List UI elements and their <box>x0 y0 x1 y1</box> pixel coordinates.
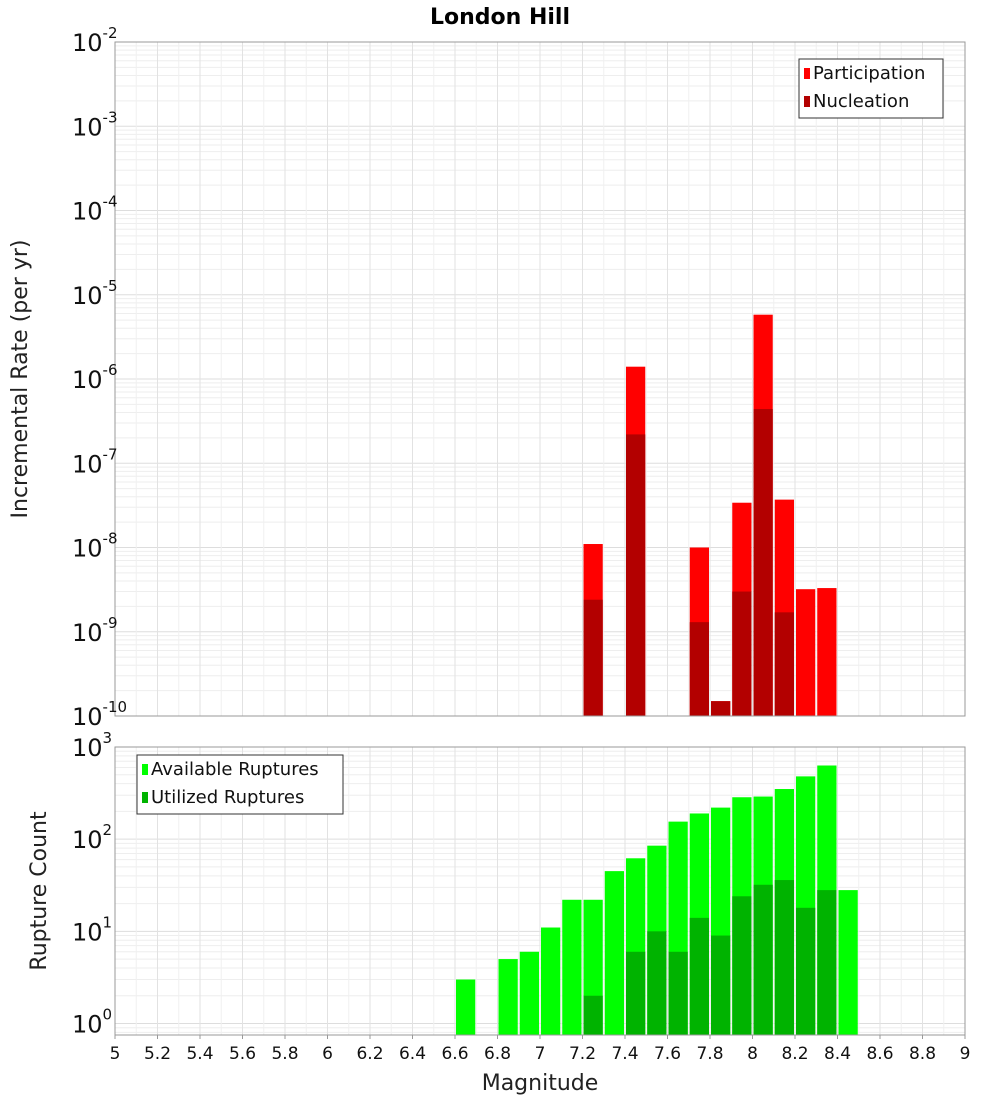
rate-y-ticks: 10-10 10-9 10-8 10-7 10-6 10-5 10-4 10-3 10-2 <box>72 24 127 731</box>
y-tick-label: 10-3 <box>72 108 118 141</box>
bar-nucleation <box>753 409 773 716</box>
bar-nucleation <box>711 701 731 716</box>
legend-box <box>798 58 944 119</box>
bar-nucleation <box>774 612 794 716</box>
bar-utilized-ruptures <box>817 890 837 1035</box>
x-tick-label: 8.2 <box>781 1044 808 1064</box>
magnitude-x-ticks: 5 5.2 5.4 5.6 5.8 6 6.2 6.4 6.6 6.8 7 7.2 7.4 7.6 7.8 8… <box>110 1035 971 1064</box>
y-tick-label: 10-7 <box>72 445 118 478</box>
bar-utilized-ruptures <box>753 884 773 1035</box>
x-tick-label: 8.4 <box>824 1044 851 1064</box>
bar-utilized-ruptures <box>626 951 646 1035</box>
legend-swatch <box>142 792 148 803</box>
bar-nucleation <box>626 434 646 716</box>
x-tick-label: 7.2 <box>569 1044 596 1064</box>
x-tick-label: 5 <box>110 1044 121 1064</box>
bar-available-ruptures <box>498 959 518 1035</box>
count-bars <box>456 765 858 1035</box>
bar-utilized-ruptures <box>732 896 752 1035</box>
count-y-ticks: 100 101 102 103 <box>72 729 112 1038</box>
rate-legend: Participation Nucleation <box>798 58 944 119</box>
legend-label: Available Ruptures <box>151 759 319 780</box>
count-plot: 100 101 102 103 5 5.2 5.4 5.6 5.8 6 6.2 6.4 6.6 6.8 7… <box>27 729 970 1096</box>
x-tick-label: 8.6 <box>866 1044 893 1064</box>
y-tick-label: 10-8 <box>72 530 118 563</box>
bar-available-ruptures <box>838 890 858 1035</box>
x-tick-label: 6.8 <box>484 1044 511 1064</box>
rate-plot: 10-10 10-9 10-8 10-7 10-6 10-5 10-4 10-3 10-2 In… <box>8 24 966 731</box>
count-legend: Available Ruptures Utilized Ruptures <box>136 754 344 815</box>
legend-label: Participation <box>813 63 925 84</box>
bar-available-ruptures <box>519 951 539 1035</box>
legend-swatch <box>142 764 148 775</box>
rate-gridlines <box>114 41 966 717</box>
bar-utilized-ruptures <box>647 931 667 1035</box>
legend-swatch <box>804 68 810 79</box>
x-tick-label: 5.6 <box>229 1044 256 1064</box>
bar-nucleation <box>583 599 603 716</box>
x-tick-label: 6.6 <box>441 1044 468 1064</box>
y-tick-label: 10-9 <box>72 614 118 647</box>
bar-utilized-ruptures <box>689 917 709 1035</box>
legend-box <box>136 754 344 815</box>
y-tick-label: 101 <box>72 913 112 946</box>
bar-available-ruptures <box>604 871 624 1035</box>
bar-utilized-ruptures <box>583 995 603 1035</box>
x-tick-label: 7.6 <box>654 1044 681 1064</box>
legend-label: Nucleation <box>813 91 909 112</box>
x-tick-label: 9 <box>960 1044 971 1064</box>
bar-available-ruptures <box>456 979 476 1035</box>
rate-plot-frame <box>114 41 966 717</box>
y-tick-label: 10-10 <box>72 698 127 731</box>
bar-available-ruptures <box>541 927 561 1035</box>
y-tick-label: 10-5 <box>72 277 118 310</box>
bar-participation <box>817 588 837 716</box>
bar-available-ruptures <box>562 899 582 1035</box>
chart-title: London Hill <box>430 5 570 30</box>
rate-y-axis-title: Incremental Rate (per yr) <box>8 240 33 519</box>
x-tick-label: 7.8 <box>696 1044 723 1064</box>
x-tick-label: 7 <box>535 1044 546 1064</box>
bar-nucleation <box>689 622 709 716</box>
magnitude-axis-title: Magnitude <box>482 1071 599 1096</box>
rupture-count-axis-title: Rupture Count <box>27 811 52 971</box>
x-tick-label: 8.8 <box>909 1044 936 1064</box>
legend-label: Utilized Ruptures <box>151 787 304 808</box>
legend-swatch <box>804 96 810 107</box>
x-tick-label: 7.4 <box>611 1044 638 1064</box>
x-tick-label: 5.2 <box>144 1044 171 1064</box>
y-tick-label: 10-4 <box>72 193 118 226</box>
y-tick-label: 10-6 <box>72 361 118 394</box>
y-tick-label: 103 <box>72 729 112 762</box>
x-tick-label: 6 <box>322 1044 333 1064</box>
bar-utilized-ruptures <box>668 951 688 1035</box>
y-tick-label: 10-2 <box>72 24 118 57</box>
x-tick-label: 8 <box>747 1044 758 1064</box>
y-tick-label: 100 <box>72 1005 112 1038</box>
x-tick-label: 6.4 <box>399 1044 426 1064</box>
bar-utilized-ruptures <box>796 907 816 1035</box>
x-tick-label: 6.2 <box>356 1044 383 1064</box>
bar-participation <box>796 589 816 716</box>
bar-utilized-ruptures <box>711 935 731 1035</box>
x-tick-label: 5.4 <box>186 1044 213 1064</box>
y-tick-label: 102 <box>72 821 112 854</box>
x-tick-label: 5.8 <box>271 1044 298 1064</box>
rate-bars <box>583 314 837 716</box>
bar-nucleation <box>732 591 752 716</box>
bar-utilized-ruptures <box>774 880 794 1035</box>
